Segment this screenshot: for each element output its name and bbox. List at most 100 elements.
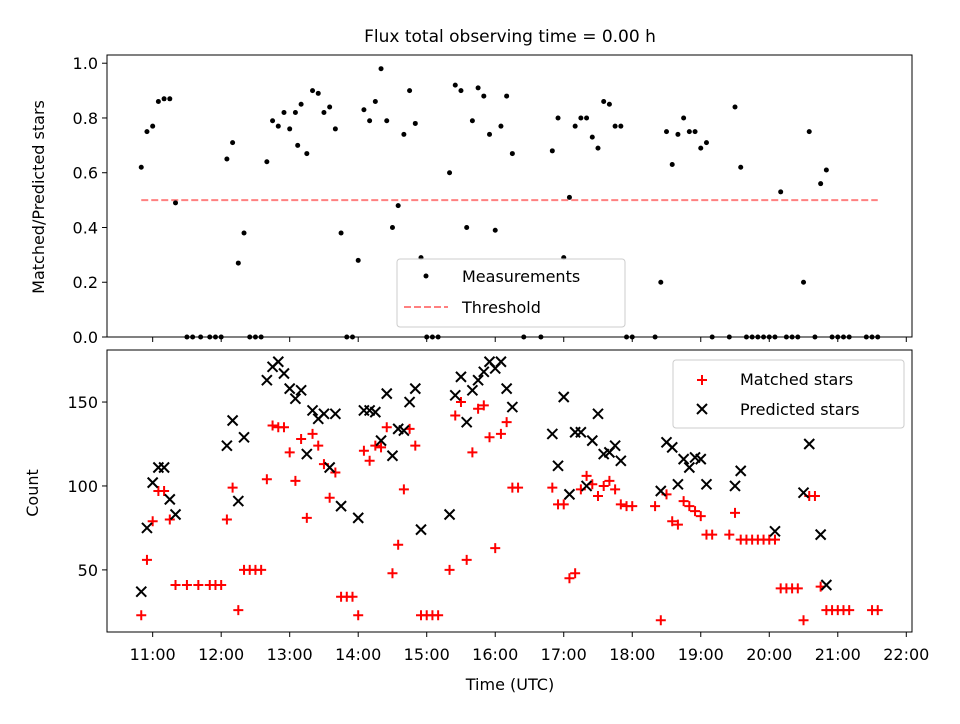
measurement-point <box>338 230 344 236</box>
measurement-point <box>538 334 544 340</box>
predicted-star-point <box>306 404 319 417</box>
predicted-star-point <box>278 367 290 380</box>
measurement-point <box>252 334 258 340</box>
bottom-x-tick-label: 20:00 <box>746 645 792 664</box>
measurement-point <box>795 334 801 340</box>
measurement-point <box>295 142 301 148</box>
matched-star-point <box>364 455 375 466</box>
measurement-point <box>738 164 744 170</box>
measurement-point <box>458 88 464 94</box>
matched-star-point <box>330 467 341 478</box>
measurement-point <box>184 334 190 340</box>
measurement-point <box>772 334 778 340</box>
top-legend-box <box>396 258 626 328</box>
matched-star-point <box>484 432 495 443</box>
matched-star-point <box>159 486 170 496</box>
matched-star-point <box>844 605 855 616</box>
predicted-star-point <box>415 523 427 536</box>
matched-star-point <box>627 501 638 512</box>
matched-star-point <box>495 428 506 439</box>
matched-star-point <box>256 564 267 575</box>
predicted-star-point <box>318 408 330 420</box>
predicted-star-point <box>655 485 667 497</box>
matched-star-point <box>598 480 609 491</box>
measurement-point <box>675 131 681 137</box>
measurement-point <box>198 334 204 340</box>
bottom-plot-frame <box>106 349 913 633</box>
predicted-star-point <box>769 525 781 537</box>
matched-star-point <box>564 573 575 584</box>
measurement-point <box>818 181 824 187</box>
predicted-star-point <box>563 488 576 501</box>
measurement-point <box>629 334 635 340</box>
predicted-star-point <box>221 439 233 452</box>
predicted-star-point <box>735 465 747 477</box>
measurement-point <box>378 66 384 72</box>
bottom-x-tick-label: 17:00 <box>541 645 587 664</box>
matched-star-point <box>467 447 478 458</box>
predicted-star-point <box>158 461 170 474</box>
measurement-point <box>835 334 841 340</box>
measurement-point <box>429 334 435 340</box>
matched-star-point <box>278 422 289 433</box>
bottom-x-tick-label: 16:00 <box>472 645 518 664</box>
measurement-point <box>595 145 601 151</box>
predicted-star-point <box>369 406 382 418</box>
matched-star-point <box>136 610 147 621</box>
measurement-point <box>155 99 161 105</box>
measurement-point <box>589 134 595 140</box>
measurement-point <box>424 334 430 340</box>
matched-star-point <box>233 605 244 616</box>
measurements-series <box>138 66 881 340</box>
matched-star-point <box>267 420 278 431</box>
matched-star-point <box>313 440 324 451</box>
predicted-star-point <box>575 426 587 438</box>
legend-marker-measurements <box>423 273 429 279</box>
measurement-point <box>469 118 475 124</box>
predicted-star-point <box>500 382 513 395</box>
measurement-point <box>578 115 584 121</box>
top-y-tick-label: 0.2 <box>73 273 98 292</box>
matched-star-point <box>261 474 272 485</box>
predicted-star-point <box>552 460 564 472</box>
top-y-tick-label: 0.0 <box>73 328 98 347</box>
matched-star-point <box>347 591 358 602</box>
measurement-point <box>692 129 698 135</box>
predicted-star-point <box>803 438 815 450</box>
predicted-star-point <box>352 512 364 524</box>
legend-marker-matched <box>697 375 707 385</box>
top-y-tick-label: 0.4 <box>73 218 98 237</box>
measurement-point <box>743 334 749 340</box>
measurement-point <box>361 107 367 113</box>
matched-star-point <box>193 580 204 590</box>
measurement-point <box>327 104 333 110</box>
top-y-axis-label: Matched/Predicted stars <box>29 100 48 294</box>
top-y-tick-label: 0.8 <box>73 109 98 128</box>
measurement-point <box>270 118 276 124</box>
predicted-star-point <box>580 480 593 492</box>
matched-star-point <box>141 554 152 565</box>
measurement-point <box>275 123 281 129</box>
measurement-point <box>498 123 504 129</box>
matched-star-point <box>501 417 512 428</box>
matched-star-point <box>650 501 661 512</box>
measurement-point <box>389 224 395 230</box>
bottom-x-tick-label: 22:00 <box>883 645 929 664</box>
measurement-point <box>367 118 373 124</box>
matched-star-point <box>707 529 718 540</box>
matched-star-point <box>672 519 683 530</box>
measurement-point <box>407 88 413 94</box>
predicted-star-point <box>615 455 627 467</box>
measurement-point <box>212 334 218 340</box>
top-y-tick-label: 1.0 <box>73 54 98 73</box>
measurement-point <box>652 334 658 340</box>
measurement-point <box>669 162 675 168</box>
measurement-point <box>435 334 441 340</box>
predicted-star-point <box>729 480 741 492</box>
matched-star-point <box>724 529 735 540</box>
matched-star-point <box>461 554 472 565</box>
matched-star-point <box>684 501 695 512</box>
matched-star-point <box>353 610 364 621</box>
matched-star-point <box>307 428 318 439</box>
